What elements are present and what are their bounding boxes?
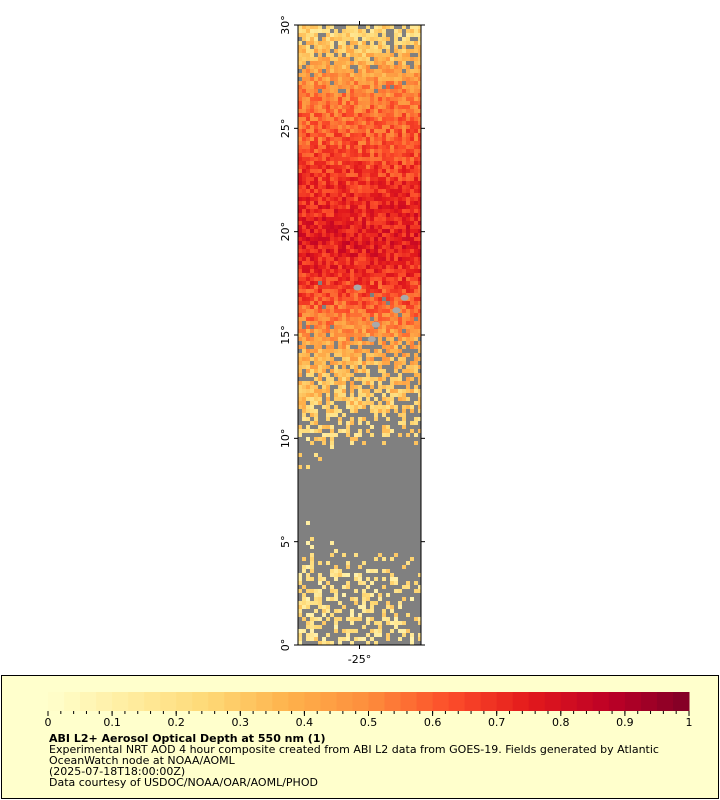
colorbar-segment (400, 692, 418, 711)
colorbar-segment (96, 692, 113, 711)
colorbar-tick-label: 0.6 (424, 716, 442, 729)
lat-tick-label: 25° (279, 119, 292, 139)
colorbar-segment (416, 692, 434, 711)
colorbar-tick-label: 0.5 (360, 716, 378, 729)
map-figure: 0° 5° 10° 15° 20° 25° 30° -25° (279, 15, 425, 666)
lat-tick-label: 20° (279, 222, 292, 242)
legend-timestamp: (2025-07-18T18:00:00Z) (49, 765, 186, 778)
island-shape (371, 321, 380, 328)
colorbar-segment (336, 692, 353, 711)
colorbar-segment (512, 692, 530, 711)
colorbar: 0 0.1 0.2 0.3 0.4 0.5 0.6 0.7 0.8 0.9 1 (45, 692, 693, 729)
island-shape (353, 284, 362, 291)
colorbar-segment (256, 692, 273, 711)
colorbar-segment (368, 692, 386, 711)
colorbar-tick-label: 0.2 (167, 716, 185, 729)
legend-text: ABI L2+ Aerosol Optical Depth at 550 nm … (49, 733, 699, 788)
colorbar-tick-label: 0.7 (488, 716, 506, 729)
island-shape (400, 294, 409, 301)
colorbar-segment (608, 692, 626, 711)
colorbar-segment (672, 692, 690, 711)
legend-description-cont: OceanWatch node at NOAA/AOML (49, 754, 235, 767)
colorbar-segment (432, 692, 450, 711)
colorbar-segment (192, 692, 209, 711)
colorbar-segment (528, 692, 546, 711)
colorbar-segment (656, 692, 674, 711)
colorbar-segment (48, 692, 65, 711)
legend-description: Experimental NRT AOD 4 hour composite cr… (49, 743, 659, 756)
island-shape (367, 336, 376, 343)
aod-map: 0° 5° 10° 15° 20° 25° 30° -25° (279, 15, 425, 666)
colorbar-segment (64, 692, 81, 711)
colorbar-segment (480, 692, 498, 711)
colorbar-segment (560, 692, 578, 711)
colorbar-segment (640, 692, 658, 711)
colorbar-segment (464, 692, 482, 711)
colorbar-segment (160, 692, 177, 711)
colorbar-segment (112, 692, 129, 711)
colorbar-segment (544, 692, 562, 711)
colorbar-segment (224, 692, 241, 711)
lat-tick-label: 10° (279, 429, 292, 449)
colorbar-tick-label: 0.8 (552, 716, 570, 729)
colorbar-segment (448, 692, 466, 711)
legend-panel: 0 0.1 0.2 0.3 0.4 0.5 0.6 0.7 0.8 0.9 1 ABI L2+ Ae… (1, 675, 719, 799)
legend-credit: Data courtesy of USDOC/NOAA/OAR/AOML/PHO… (49, 776, 318, 789)
colorbar-tick-label: 0 (45, 716, 52, 729)
colorbar-tick-label: 0.9 (616, 716, 634, 729)
colorbar-tick-label: 1 (686, 716, 693, 729)
legend-title: ABI L2+ Aerosol Optical Depth at 550 nm … (49, 732, 326, 745)
island-shape (392, 307, 401, 314)
colorbar-segment (384, 692, 402, 711)
lat-tick-label: 15° (279, 325, 292, 345)
colorbar-segment (320, 692, 337, 711)
colorbar-segment (144, 692, 161, 711)
colorbar-segment (80, 692, 97, 711)
aod-field (298, 25, 421, 645)
colorbar-segment (288, 692, 305, 711)
colorbar-segment (624, 692, 642, 711)
colorbar-segment (304, 692, 321, 711)
lat-tick-label: 5° (279, 535, 292, 548)
colorbar-segment (576, 692, 594, 711)
colorbar-segment (128, 692, 145, 711)
colorbar-tick-label: 0.3 (232, 716, 250, 729)
lat-tick-label: 30° (279, 15, 292, 35)
plot-area (298, 25, 421, 645)
colorbar-tick-label: 0.4 (296, 716, 314, 729)
colorbar-tick-label: 0.1 (103, 716, 121, 729)
colorbar-segment (240, 692, 257, 711)
colorbar-segment (176, 692, 193, 711)
lon-tick-label: -25° (348, 653, 371, 666)
lat-tick-label: 0° (279, 639, 292, 652)
colorbar-segment (592, 692, 610, 711)
colorbar-segment (352, 692, 369, 711)
colorbar-segment (208, 692, 225, 711)
colorbar-segment (496, 692, 514, 711)
colorbar-segment (272, 692, 289, 711)
